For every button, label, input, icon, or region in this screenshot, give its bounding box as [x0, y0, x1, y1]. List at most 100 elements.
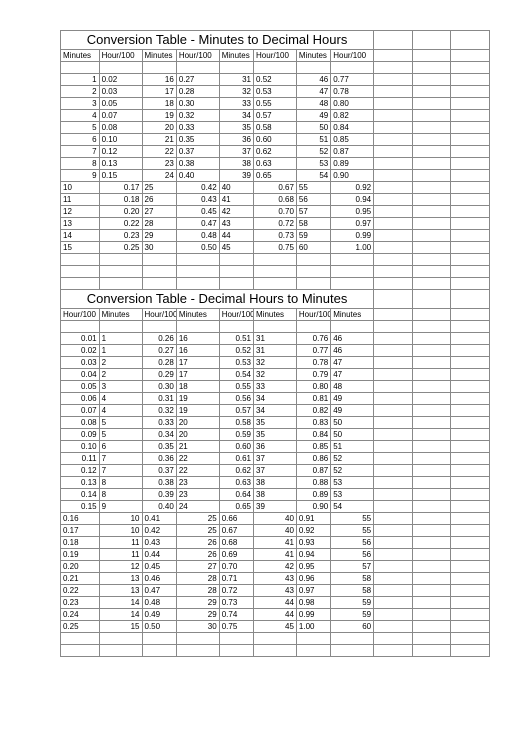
cell: 31	[219, 74, 253, 86]
cell: 16	[142, 74, 176, 86]
cell: 10	[99, 513, 142, 525]
cell: 0.75	[254, 242, 297, 254]
table2-title: Conversion Table - Decimal Hours to Minu…	[61, 290, 374, 309]
cell: 13	[99, 585, 142, 597]
cell: 33	[219, 98, 253, 110]
table-row: 0.18110.43260.68410.9356	[61, 537, 490, 549]
cell: 0.95	[331, 206, 374, 218]
cell: 0.99	[331, 230, 374, 242]
cell: 0.01	[61, 333, 100, 345]
cell: 0.83	[296, 417, 330, 429]
cell: 49	[331, 405, 374, 417]
cell: 0.08	[99, 122, 142, 134]
cell: 0.54	[219, 369, 253, 381]
cell: 16	[176, 345, 219, 357]
cell: 0.29	[142, 369, 176, 381]
cell: 0.14	[61, 489, 100, 501]
cell: 57	[296, 206, 330, 218]
cell: 0.60	[219, 441, 253, 453]
cell: 39	[254, 501, 297, 513]
cell: 19	[142, 110, 176, 122]
cell: 9	[99, 501, 142, 513]
cell: 38	[254, 489, 297, 501]
cell: 0.55	[254, 98, 297, 110]
cell: 54	[296, 170, 330, 182]
table-row: 0.17100.42250.67400.9255	[61, 525, 490, 537]
cell: 31	[254, 345, 297, 357]
cell: 32	[254, 357, 297, 369]
cell: 7	[99, 465, 142, 477]
cell: 22	[142, 146, 176, 158]
cell: 0.43	[142, 537, 176, 549]
table-row: 130.22280.47430.72580.97	[61, 218, 490, 230]
cell: 53	[296, 158, 330, 170]
cell: 0.27	[176, 74, 219, 86]
table-row: 30.05180.30330.55480.80	[61, 98, 490, 110]
cell: 12	[99, 561, 142, 573]
cell: 58	[296, 218, 330, 230]
cell: 54	[331, 501, 374, 513]
cell: 1	[99, 333, 142, 345]
cell: 0.30	[176, 98, 219, 110]
cell: 0.90	[331, 170, 374, 182]
cell: 1	[61, 74, 100, 86]
cell: 11	[61, 194, 100, 206]
cell: 53	[331, 489, 374, 501]
table-row: 0.25150.50300.75451.0060	[61, 621, 490, 633]
cell: 27	[142, 206, 176, 218]
cell: 44	[254, 609, 297, 621]
cell: 0.50	[142, 621, 176, 633]
table-row: 0.0530.30180.55330.8048	[61, 381, 490, 393]
cell: 0.02	[99, 74, 142, 86]
cell: 58	[331, 585, 374, 597]
cell: 0.76	[296, 333, 330, 345]
cell: 47	[296, 86, 330, 98]
cell: 0.82	[296, 405, 330, 417]
cell: 5	[61, 122, 100, 134]
cell: 36	[254, 441, 297, 453]
cell: 51	[296, 134, 330, 146]
cell: 0.23	[99, 230, 142, 242]
cell: 0.78	[296, 357, 330, 369]
cell: 41	[254, 537, 297, 549]
table-row: 0.20120.45270.70420.9557	[61, 561, 490, 573]
cell: 0.08	[61, 417, 100, 429]
cell: 3	[99, 381, 142, 393]
cell: 11	[99, 537, 142, 549]
cell: 0.71	[219, 573, 253, 585]
cell: 59	[331, 609, 374, 621]
cell: 24	[142, 170, 176, 182]
t1h1: Hour/100	[99, 50, 142, 62]
cell: 50	[296, 122, 330, 134]
cell: 22	[176, 453, 219, 465]
cell: 0.68	[219, 537, 253, 549]
cell: 55	[331, 525, 374, 537]
cell: 43	[254, 573, 297, 585]
cell: 0.21	[61, 573, 100, 585]
cell: 0.04	[61, 369, 100, 381]
t1h0: Minutes	[61, 50, 100, 62]
cell: 0.70	[219, 561, 253, 573]
cell: 34	[219, 110, 253, 122]
cell: 0.35	[176, 134, 219, 146]
cell: 0.98	[296, 597, 330, 609]
cell: 0.32	[176, 110, 219, 122]
cell: 0.59	[219, 429, 253, 441]
cell: 0.73	[254, 230, 297, 242]
cell: 5	[99, 429, 142, 441]
cell: 0.36	[142, 453, 176, 465]
document-page: Conversion Table - Minutes to Decimal Ho…	[0, 0, 530, 749]
cell: 0.87	[331, 146, 374, 158]
t2h1: Minutes	[99, 309, 142, 321]
table-row: 40.07190.32340.57490.82	[61, 110, 490, 122]
cell: 37	[254, 465, 297, 477]
cell: 0.44	[142, 549, 176, 561]
cell: 27	[176, 561, 219, 573]
cell: 0.99	[296, 609, 330, 621]
table-row: 0.1270.37220.62370.8752	[61, 465, 490, 477]
cell: 0.07	[61, 405, 100, 417]
cell: 0.70	[254, 206, 297, 218]
cell: 25	[176, 525, 219, 537]
t2h0: Hour/100	[61, 309, 100, 321]
cell: 44	[219, 230, 253, 242]
